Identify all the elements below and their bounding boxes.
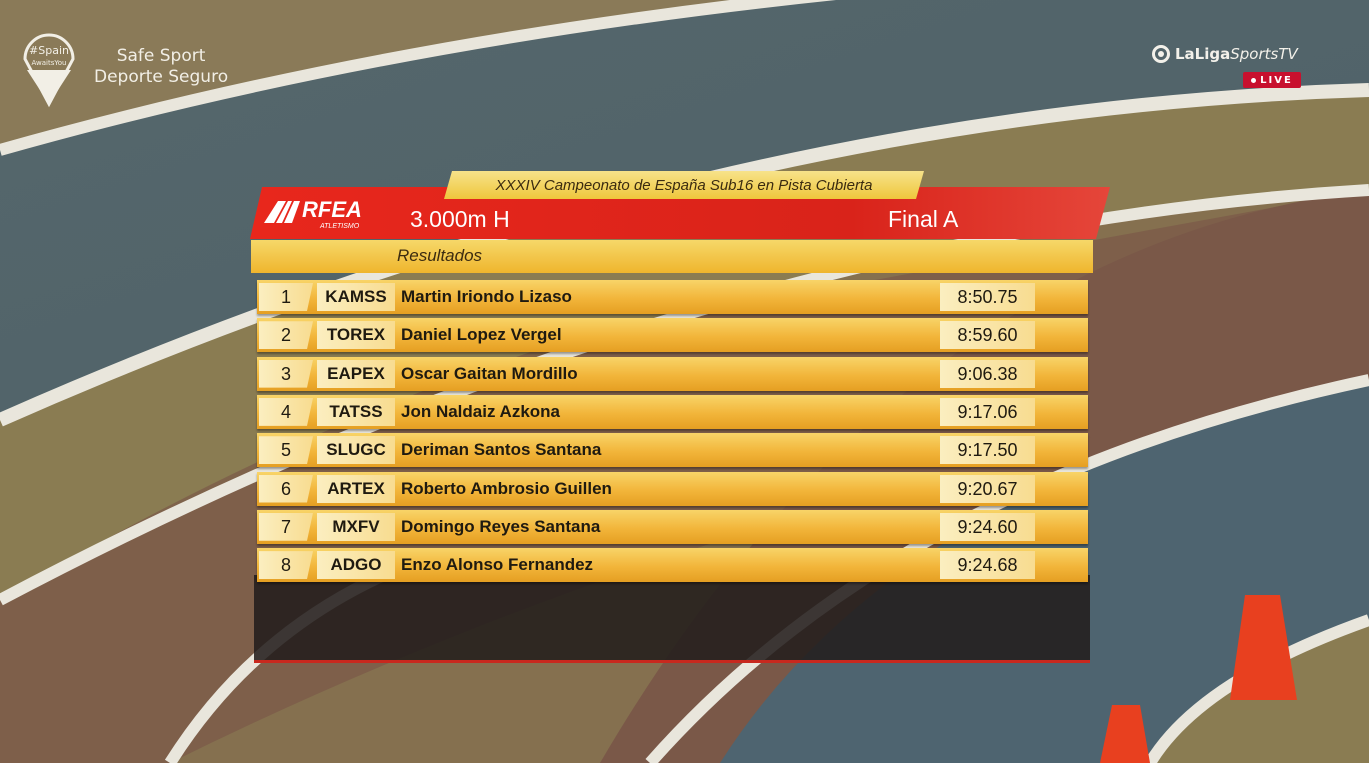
result-time: 9:20.67: [940, 474, 1035, 503]
rank-cell: 4: [259, 398, 313, 426]
athlete-name: Daniel Lopez Vergel: [401, 325, 562, 345]
result-row: 8 ADGO Enzo Alonso Fernandez 9:24.68: [257, 548, 1088, 583]
section-label: Resultados: [397, 246, 483, 265]
logo-text-2: AwaitsYou: [32, 59, 67, 67]
result-row: 4 TATSS Jon Naldaiz Azkona 9:17.06: [257, 394, 1088, 429]
result-row: 7 MXFV Domingo Reyes Santana 9:24.60: [257, 509, 1088, 544]
laliga-sportstv-logo: LaLigaSportsTV: [1152, 45, 1298, 63]
result-time: 9:24.68: [940, 551, 1035, 580]
rank-cell: 7: [259, 513, 313, 541]
athlete-name: Jon Naldaiz Azkona: [401, 401, 561, 421]
club-code: TATSS: [317, 397, 395, 426]
club-code: ADGO: [317, 551, 395, 580]
laliga-ball-icon: [1152, 45, 1170, 63]
rank-cell: 8: [259, 551, 313, 579]
rank-cell: 3: [259, 360, 313, 388]
result-time: 9:17.50: [940, 436, 1035, 465]
athlete-name: Oscar Gaitan Mordillo: [401, 363, 578, 383]
traffic-cone: [1100, 595, 1297, 763]
results-subheader: Resultados: [251, 240, 1093, 273]
result-time: 8:59.60: [940, 321, 1035, 350]
result-row: 6 ARTEX Roberto Ambrosio Guillen 9:20.67: [257, 471, 1088, 506]
result-time: 8:50.75: [940, 283, 1035, 311]
result-time: 9:06.38: [940, 359, 1035, 388]
result-time: 9:24.60: [940, 512, 1035, 541]
club-code: MXFV: [317, 512, 395, 541]
club-code: TOREX: [317, 321, 395, 350]
result-row: 1 KAMSS Martin Iriondo Lizaso 8:50.75: [257, 280, 1088, 314]
scoreboard-footer: [254, 575, 1090, 663]
athlete-name: Enzo Alonso Fernandez: [401, 555, 594, 575]
athlete-name: Martin Iriondo Lizaso: [401, 287, 572, 306]
spain-awaits-you-logo: #Spain AwaitsYou: [23, 33, 75, 108]
logo-text-1: #Spain: [29, 44, 69, 57]
rfea-atletismo-logo: RFEA ATLETISMO: [264, 197, 362, 230]
watermark-line-2: Deporte Seguro: [94, 67, 229, 87]
rank-cell: 5: [259, 436, 313, 464]
club-code: KAMSS: [317, 283, 395, 311]
safe-sport-watermark: Safe Sport Deporte Seguro: [94, 46, 228, 88]
svg-text:RFEA: RFEA: [302, 197, 362, 222]
live-badge: LIVE: [1243, 72, 1301, 88]
club-code: ARTEX: [317, 474, 395, 503]
club-code: EAPEX: [317, 359, 395, 388]
result-row: 5 SLUGC Deriman Santos Santana 9:17.50: [257, 433, 1088, 468]
result-time: 9:17.06: [940, 397, 1035, 426]
watermark-line-1: Safe Sport: [116, 46, 206, 66]
championship-title: XXXIV Campeonato de España Sub16 en Pist…: [495, 176, 873, 194]
event-name: 3.000m H: [410, 206, 510, 232]
live-dot-icon: [1251, 77, 1257, 83]
rank-cell: 6: [259, 475, 313, 503]
championship-banner: XXXIV Campeonato de España Sub16 en Pist…: [444, 171, 924, 199]
rank-cell: 2: [259, 321, 313, 349]
svg-text:ATLETISMO: ATLETISMO: [319, 223, 360, 230]
round-name: Final A: [888, 206, 959, 232]
club-code: SLUGC: [317, 436, 395, 465]
rank-cell: 1: [259, 283, 313, 311]
athlete-name: Domingo Reyes Santana: [401, 516, 601, 536]
athlete-name: Roberto Ambrosio Guillen: [401, 478, 612, 498]
live-label: LIVE: [1260, 74, 1293, 86]
result-row: 3 EAPEX Oscar Gaitan Mordillo 9:06.38: [257, 356, 1088, 391]
brand-bold: LaLiga: [1175, 45, 1231, 63]
athlete-name: Deriman Santos Santana: [401, 440, 602, 460]
result-row: 2 TOREX Daniel Lopez Vergel 8:59.60: [257, 318, 1088, 353]
brand-light: SportsTV: [1230, 45, 1298, 63]
